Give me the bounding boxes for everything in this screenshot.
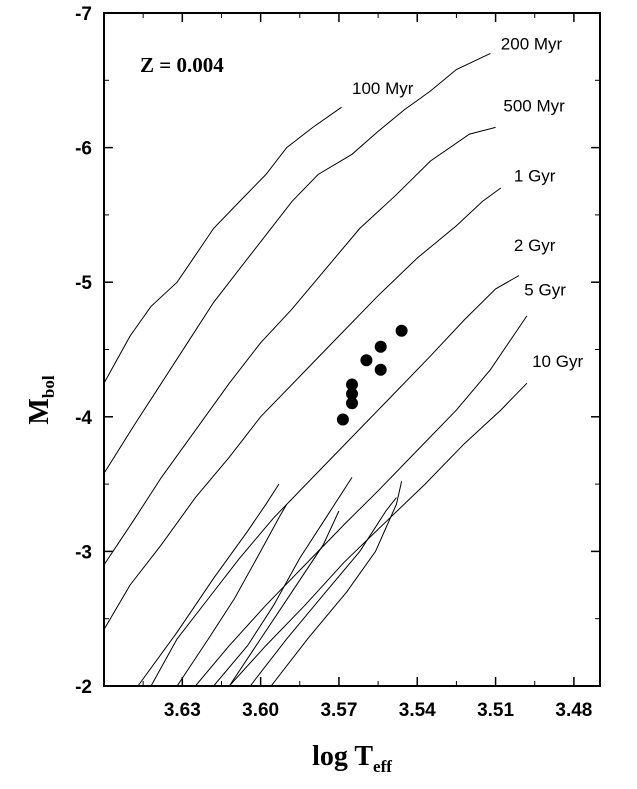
observed-star-point-3: [346, 387, 358, 400]
rgb-branch-line-3: [213, 477, 353, 686]
x-axis-title: log Teff: [312, 741, 392, 776]
x-tick-label-2: 3.60: [242, 700, 279, 721]
x-tick-label-6: 3.48: [555, 700, 592, 721]
x-axis-title-sub: eff: [373, 757, 392, 776]
rgb-branch-line-6: [270, 481, 403, 686]
y-tick-label-1: -2: [75, 677, 92, 698]
isochrone-label-10-gyr: 10 Gyr: [532, 352, 583, 371]
y-axis-title: Mbol: [24, 375, 58, 424]
rgb-branch-line-1: [137, 483, 280, 686]
isochrone-label-5-gyr: 5 Gyr: [524, 281, 566, 300]
x-tick-label-4: 3.54: [399, 700, 436, 721]
x-tick-label-1: 3.63: [164, 700, 201, 721]
isochrone-line-200-myr: [104, 52, 491, 474]
isochrone-line-1-gyr: [104, 187, 502, 630]
isochrone-line-10-gyr: [228, 382, 528, 686]
rgb-branch-line-4: [228, 510, 340, 686]
observed-star-point-4: [346, 378, 358, 391]
y-tick-label-2: -3: [75, 542, 92, 563]
observed-star-point-5: [360, 354, 373, 367]
isochrone-label-2-gyr: 2 Gyr: [514, 236, 556, 255]
y-tick-label-5: -6: [75, 139, 92, 160]
x-tick-label-3: 3.57: [320, 700, 357, 721]
isochrone-label-500-myr: 500 Myr: [503, 96, 565, 115]
x-axis-title-main: log T: [312, 741, 373, 772]
isochrone-label-100-myr: 100 Myr: [352, 79, 414, 98]
axis-ticks: 100 Myr 200 Myr 500 Myr 1 Gyr 2 Gyr 5 Gyr 10 G…: [75, 4, 600, 721]
isochrone-label-200-myr: 200 Myr: [501, 34, 563, 53]
isochrone-line-500-myr: [104, 126, 496, 566]
isochrone-line-100-myr: [104, 106, 342, 384]
observed-star-point-2: [346, 397, 358, 410]
y-axis-title-sub: bol: [39, 375, 58, 398]
observed-star-point-7: [374, 340, 387, 353]
x-tick-label-5: 3.51: [477, 700, 514, 721]
observed-star-point-1: [336, 413, 349, 426]
isochrone-label-1-gyr: 1 Gyr: [514, 166, 556, 185]
rgb-branch-line-5: [249, 497, 397, 686]
observed-star-point-6: [374, 363, 387, 376]
isochrone-line-2-gyr: [150, 275, 520, 686]
y-tick-label-4: -5: [75, 273, 92, 294]
plot-area: [104, 52, 528, 686]
rgb-branch-line-2: [176, 504, 288, 686]
y-tick-label-3: -4: [75, 408, 92, 429]
y-tick-label-6: -7: [75, 4, 92, 25]
metallicity-label: Z = 0.004: [140, 53, 224, 77]
isochrone-line-5-gyr: [195, 315, 528, 686]
observed-star-point-8: [395, 324, 408, 337]
y-axis-title-main: M: [24, 398, 55, 424]
